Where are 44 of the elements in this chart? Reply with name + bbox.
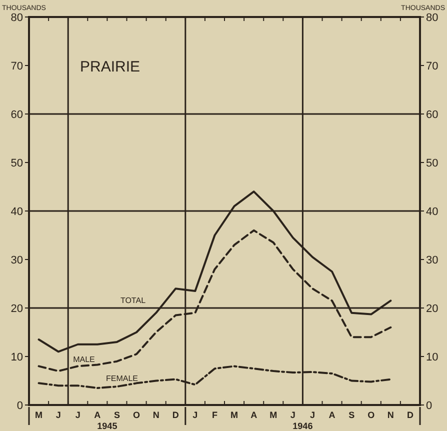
x-tick-label: N [152,410,160,420]
x-tick-label: O [368,410,375,420]
text: 1946 [292,421,313,431]
x-tick-label: D [406,410,414,420]
x-tick-label: J [75,410,80,420]
y-tick-label: 10 [10,352,23,364]
y-tick-label: 30 [10,254,23,266]
text: PRAIRIE [80,58,140,76]
y-tick-label: 40 [10,206,23,218]
x-tick-label: F [212,410,218,420]
y2-tick-label: 0 [426,400,432,412]
y2-tick-label: 60 [426,109,438,121]
y2-tick-label: 20 [426,303,438,315]
series-label: FEMALE [106,374,138,383]
y2-tick-label: 80 [426,12,438,24]
y-tick-label: 80 [10,12,23,24]
y2-tick-label: 10 [426,352,438,364]
y-tick-label: 20 [10,303,23,315]
x-tick-label: J [290,410,296,420]
series-label: MALE [73,355,95,364]
y-tick-label: 60 [10,109,23,121]
x-tick-label: O [133,410,140,420]
x-tick-label: D [172,410,180,420]
x-tick-label: M [230,410,238,420]
x-tick-label: A [250,410,258,420]
text: 1945 [97,421,118,431]
x-tick-label: N [387,410,394,420]
x-tick-label: A [94,410,102,420]
y-tick-label: 50 [10,158,23,170]
x-tick-label: J [56,410,61,420]
x-tick-label: M [270,410,278,420]
x-tick-label: J [192,410,198,420]
y-tick-label: 0 [16,400,23,412]
y2-tick-label: 50 [426,158,438,170]
y2-tick-label: 70 [426,60,438,72]
x-tick-label: S [114,410,120,420]
y-tick-label: 70 [10,60,23,72]
x-tick-label: A [328,410,336,420]
x-tick-label: J [310,410,315,420]
y2-tick-label: 30 [426,254,438,266]
y2-tick-label: 40 [426,206,438,218]
series-label: TOTAL [120,296,146,305]
x-tick-label: S [348,410,355,420]
x-tick-label: M [35,410,43,420]
